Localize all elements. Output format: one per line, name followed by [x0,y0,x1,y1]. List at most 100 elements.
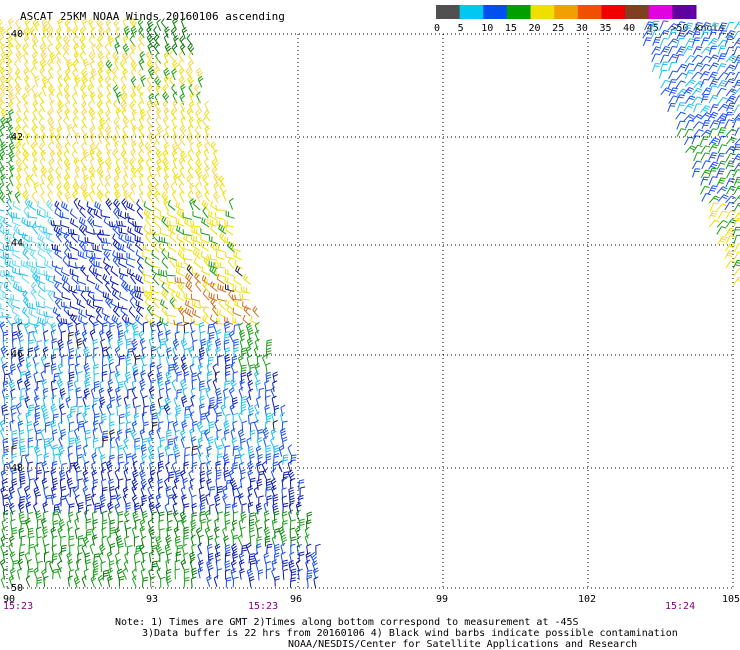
wind-barb [112,148,119,161]
wind-barb [52,444,58,456]
wind-barb [699,71,710,80]
wind-barb [41,34,47,47]
wind-barb [190,330,196,342]
wind-barb [33,543,39,556]
wind-barb [143,201,152,212]
wind-barb [247,445,254,458]
wind-barb [156,345,162,358]
wind-barb [156,165,162,178]
wind-barb [732,259,740,269]
wind-barb [179,35,186,48]
wind-barb [174,331,180,343]
wind-barb [77,405,84,417]
wind-barb [0,216,5,228]
wind-barb [700,185,710,195]
wind-barb [149,403,156,415]
wind-barb [0,173,6,186]
wind-barb [684,55,696,64]
wind-barb [206,559,213,572]
wind-barb [24,75,30,88]
wind-barb [75,444,82,456]
wind-barb [256,461,262,473]
wind-barb [184,299,194,310]
wind-barb [74,435,81,448]
wind-barb [191,567,198,579]
wind-barb [207,436,214,448]
wind-barb [660,61,669,71]
wind-barb [141,346,147,359]
wind-barb [271,518,278,530]
wind-barb [89,157,95,170]
wind-barb [152,297,160,309]
wind-barb [270,478,277,491]
wind-barb [131,140,137,153]
wind-barb [724,119,734,129]
wind-barb [1,453,7,465]
wind-barb [229,477,237,490]
wind-barb [49,150,56,163]
wind-barb [45,560,51,572]
wind-barb [82,452,87,465]
wind-barb [63,75,70,88]
wind-barb [56,125,63,138]
wind-barb [214,261,225,269]
wind-barb [172,157,178,170]
wind-barb [43,510,49,522]
wind-barb [707,111,719,121]
wind-barb [732,226,740,237]
wind-barb [0,265,5,268]
wind-barb [135,518,141,530]
wind-barb [215,338,222,350]
wind-barb [725,128,737,137]
wind-barb [55,34,63,47]
wind-barb [668,29,677,39]
wind-barb [203,256,210,269]
wind-barb [210,297,217,310]
wind-barb [3,217,12,228]
wind-barb [165,575,172,587]
wind-barb [187,166,194,179]
wind-barb [225,224,234,236]
wind-barb [83,174,89,187]
wind-barb [212,304,219,317]
wind-barb [93,364,99,376]
wind-barb [264,420,271,432]
wind-barb [40,173,46,186]
wind-barb [143,208,152,220]
wind-barb [2,244,13,252]
wind-barb [241,347,247,359]
lat-label: -48 [5,463,23,474]
wind-barb [239,568,245,580]
wind-barb [74,262,86,269]
wind-barb [40,149,47,162]
wind-barb [92,478,99,491]
wind-barb [174,429,181,442]
wind-barb [28,235,38,245]
wind-barb [708,54,719,63]
wind-barb [121,280,129,293]
wind-barb [36,536,42,548]
wind-barb [68,260,78,269]
wind-barb [129,157,136,170]
wind-barb [265,371,272,383]
wind-barb [32,165,38,178]
wind-barb [57,157,63,170]
wind-barb [141,411,147,423]
wind-barb [156,469,163,482]
wind-barb [159,275,168,285]
wind-barb [0,281,4,284]
wind-barb [57,566,63,579]
wind-barb [216,274,225,285]
wind-barb [118,355,125,366]
wind-barb [118,422,125,433]
wind-barb [49,132,56,145]
lon-label: 96 [290,594,302,605]
wind-barb [29,249,38,261]
wind-barb [209,486,216,497]
wind-barb [162,157,170,170]
wind-barb [22,44,29,56]
wind-barb [61,301,71,309]
wind-barb [208,567,214,579]
wind-barb [47,18,54,30]
wind-barb [46,247,53,260]
